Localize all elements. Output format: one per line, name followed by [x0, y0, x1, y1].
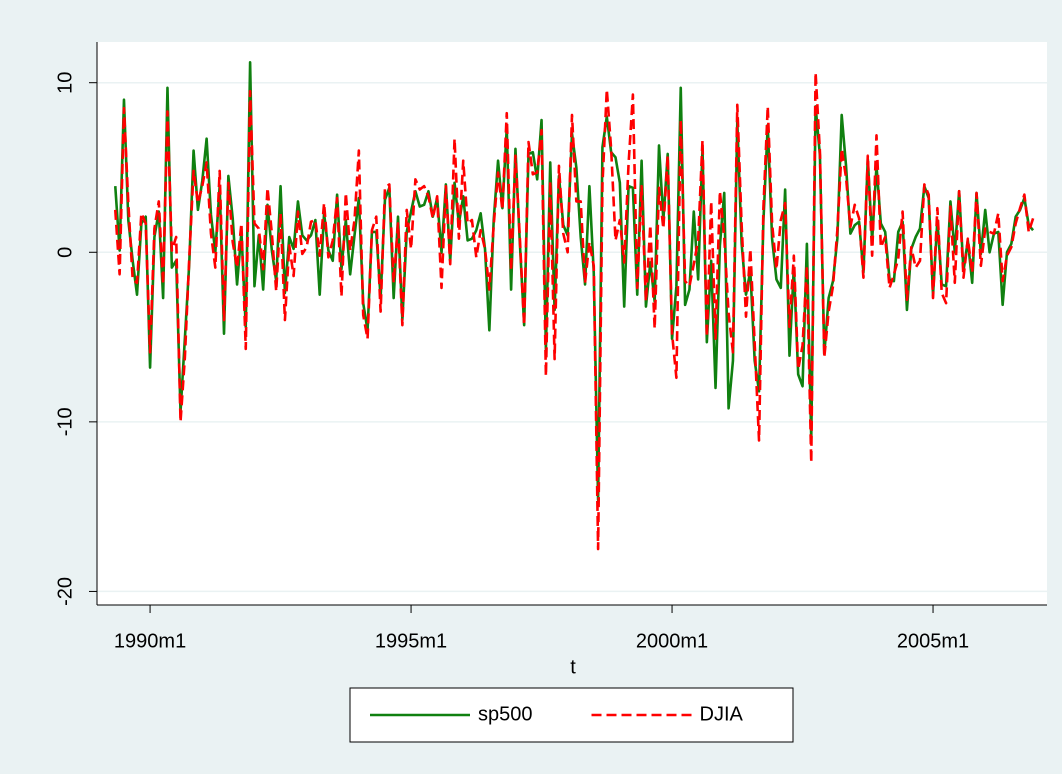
legend-label: DJIA: [700, 703, 744, 725]
legend-label: sp500: [478, 703, 533, 725]
y-tick-label: 10: [54, 72, 76, 94]
y-tick-label: 0: [54, 247, 76, 258]
x-tick-label: 1995m1: [375, 630, 447, 652]
x-tick-label: 1990m1: [114, 630, 186, 652]
series-line: [113, 71, 1035, 551]
x-tick-label: 2000m1: [636, 630, 708, 652]
y-tick-label: -20: [54, 577, 76, 606]
y-tick-label: -10: [54, 407, 76, 436]
x-tick-label: 2005m1: [897, 630, 969, 652]
x-axis-title: t: [570, 656, 576, 678]
